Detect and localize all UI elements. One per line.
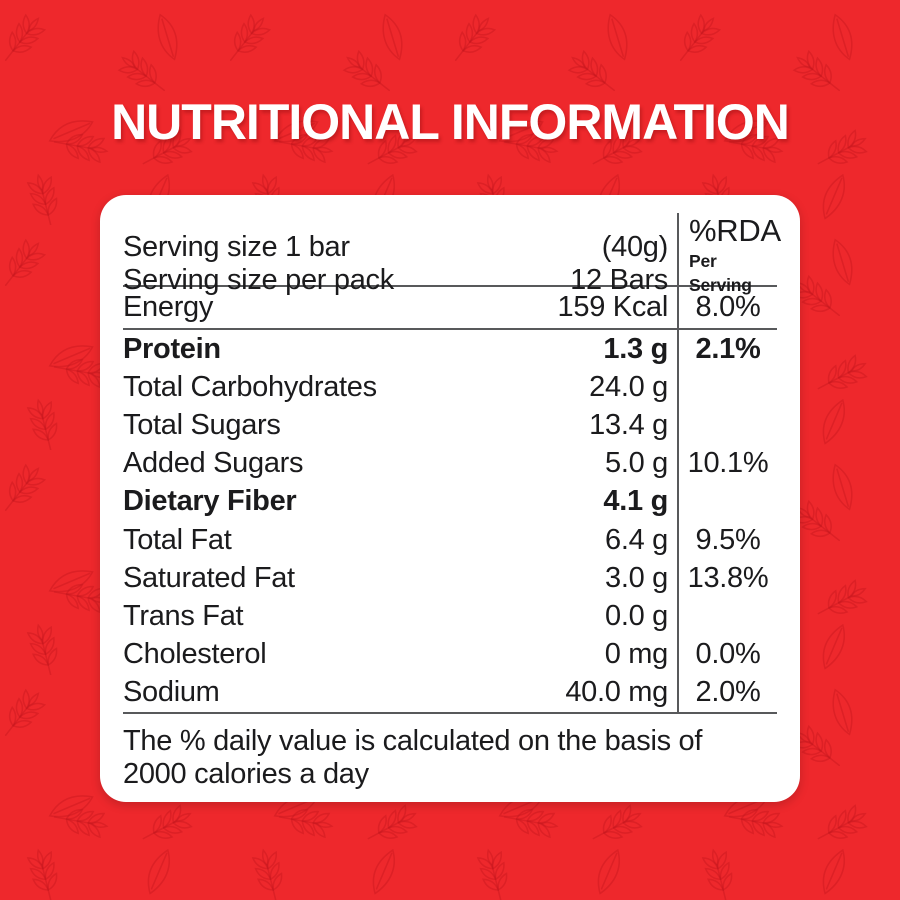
- rda-subtitle: Per Serving: [689, 251, 752, 295]
- nutrient-rda-value: [677, 368, 777, 407]
- nutrient-rda-value: 10.1%: [677, 444, 777, 483]
- table-header: Serving size 1 bar (40g) Serving size pe…: [123, 213, 781, 297]
- serving-size-value: (40g): [601, 231, 669, 263]
- nutrient-value: 159 Kcal: [557, 291, 669, 323]
- nutrient-row: Total Carbohydrates 24.0 g: [123, 368, 777, 407]
- servings-per-pack-value: 12 Bars: [570, 264, 668, 296]
- nutrient-row: Saturated Fat 3.0 g 13.8%: [123, 559, 777, 598]
- nutrient-rda-value: 2.0%: [677, 673, 777, 712]
- nutrient-label: Sodium: [123, 676, 220, 709]
- serving-size-label: Serving size 1 bar: [123, 231, 350, 263]
- nutrient-rda-value: [677, 597, 777, 636]
- nutrient-label: Trans Fat: [123, 599, 244, 632]
- nutrient-value: 24.0 g: [589, 370, 668, 403]
- nutrition-card: Serving size 1 bar (40g) Serving size pe…: [100, 195, 800, 802]
- servings-per-pack-label: Serving size per pack: [123, 264, 394, 296]
- nutrient-value: 5.0 g: [605, 447, 668, 480]
- nutrient-label: Cholesterol: [123, 638, 267, 671]
- serving-info: Serving size 1 bar (40g) Serving size pe…: [123, 213, 677, 297]
- nutrient-rda-value: 0.0%: [677, 635, 777, 674]
- nutrient-value: 40.0 mg: [565, 676, 668, 709]
- nutrient-row: Added Sugars 5.0 g 10.1%: [123, 444, 777, 483]
- nutrient-rows: Energy 159 Kcal 8.0% Protein 1.3 g 2.1% …: [123, 287, 777, 714]
- nutrient-value: 0 mg: [604, 638, 669, 671]
- nutrient-row: Dietary Fiber 4.1 g: [123, 482, 777, 521]
- serving-size-row: Serving size 1 bar (40g): [123, 231, 668, 264]
- nutrient-label: Energy: [123, 291, 214, 323]
- servings-per-pack-row: Serving size per pack 12 Bars: [123, 264, 668, 297]
- nutrient-row: Trans Fat 0.0 g: [123, 597, 777, 636]
- page-title: NUTRITIONAL INFORMATION: [111, 94, 790, 150]
- nutrient-row: Protein 1.3 g 2.1%: [123, 330, 777, 369]
- nutrient-rda-value: 8.0%: [677, 287, 777, 328]
- nutrient-value: 6.4 g: [605, 523, 668, 556]
- nutrient-row: Total Sugars 13.4 g: [123, 406, 777, 445]
- nutrient-label: Saturated Fat: [123, 561, 295, 594]
- nutrient-value: 1.3 g: [603, 332, 668, 365]
- nutrient-label: Protein: [123, 332, 221, 365]
- rda-column-header: %RDA Per Serving: [677, 213, 781, 297]
- nutrient-value: 13.4 g: [589, 408, 668, 441]
- nutrient-value: 0.0 g: [605, 599, 668, 632]
- nutrient-value: 3.0 g: [605, 561, 668, 594]
- nutrient-rda-value: 13.8%: [677, 559, 777, 598]
- nutrient-row: Cholesterol 0 mg 0.0%: [123, 635, 777, 674]
- daily-value-note: The % daily value is calculated on the b…: [123, 724, 703, 790]
- nutrient-rda-value: 9.5%: [677, 520, 777, 560]
- nutrient-rda-value: 2.1%: [677, 330, 777, 369]
- nutrient-value: 4.1 g: [603, 485, 668, 518]
- rda-title: %RDA: [689, 213, 781, 248]
- nutrient-label: Total Fat: [123, 523, 232, 556]
- nutrient-rda-value: [677, 406, 777, 445]
- nutrient-rda-value: [677, 482, 777, 521]
- nutrient-row: Sodium 40.0 mg 2.0%: [123, 673, 777, 712]
- nutrient-label: Total Carbohydrates: [123, 370, 377, 403]
- nutrient-row: Total Fat 6.4 g 9.5%: [123, 520, 777, 560]
- nutrient-label: Total Sugars: [123, 408, 281, 441]
- nutrient-row: Energy 159 Kcal 8.0%: [123, 287, 777, 330]
- nutrient-label: Added Sugars: [123, 447, 304, 480]
- nutrient-label: Dietary Fiber: [123, 485, 297, 518]
